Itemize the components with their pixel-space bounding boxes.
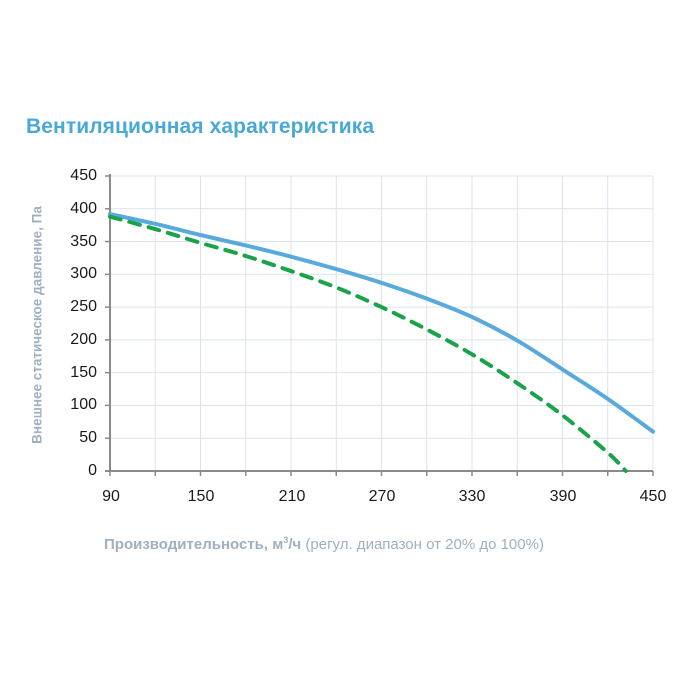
grid-lines — [110, 175, 654, 471]
y-tick: 200 — [70, 331, 97, 348]
series-dashed-line — [108, 214, 628, 473]
y-tick: 0 — [88, 462, 97, 479]
y-tick: 100 — [70, 396, 97, 413]
axes — [105, 174, 654, 476]
x-axis-label-note: (регул. диапазон от 20% до 100%) — [301, 536, 544, 553]
y-tick: 50 — [79, 429, 97, 446]
y-tick: 250 — [70, 298, 97, 315]
y-tick: 450 — [70, 167, 97, 184]
x-axis-label-main: Производительность, м — [104, 536, 284, 553]
x-tick: 90 — [102, 488, 120, 505]
x-tick: 270 — [368, 488, 396, 505]
x-tick: 150 — [187, 488, 215, 505]
x-tick: 210 — [278, 488, 306, 505]
y-tick: 400 — [70, 200, 97, 217]
y-tick: 350 — [70, 233, 97, 250]
x-tick: 450 — [639, 488, 667, 505]
x-axis-label-superscript: 3 — [283, 535, 289, 545]
y-tick: 300 — [70, 265, 97, 282]
series-solid-line — [108, 212, 655, 434]
x-tick: 390 — [549, 488, 577, 505]
x-tick: 330 — [458, 488, 486, 505]
y-tick: 150 — [70, 364, 97, 381]
x-axis-label-unit: /ч — [288, 536, 302, 553]
chart-title: Вентиляционная характеристика — [26, 115, 375, 138]
x-axis-label: Производительность, м3/ч (регул. диапазо… — [104, 535, 544, 553]
